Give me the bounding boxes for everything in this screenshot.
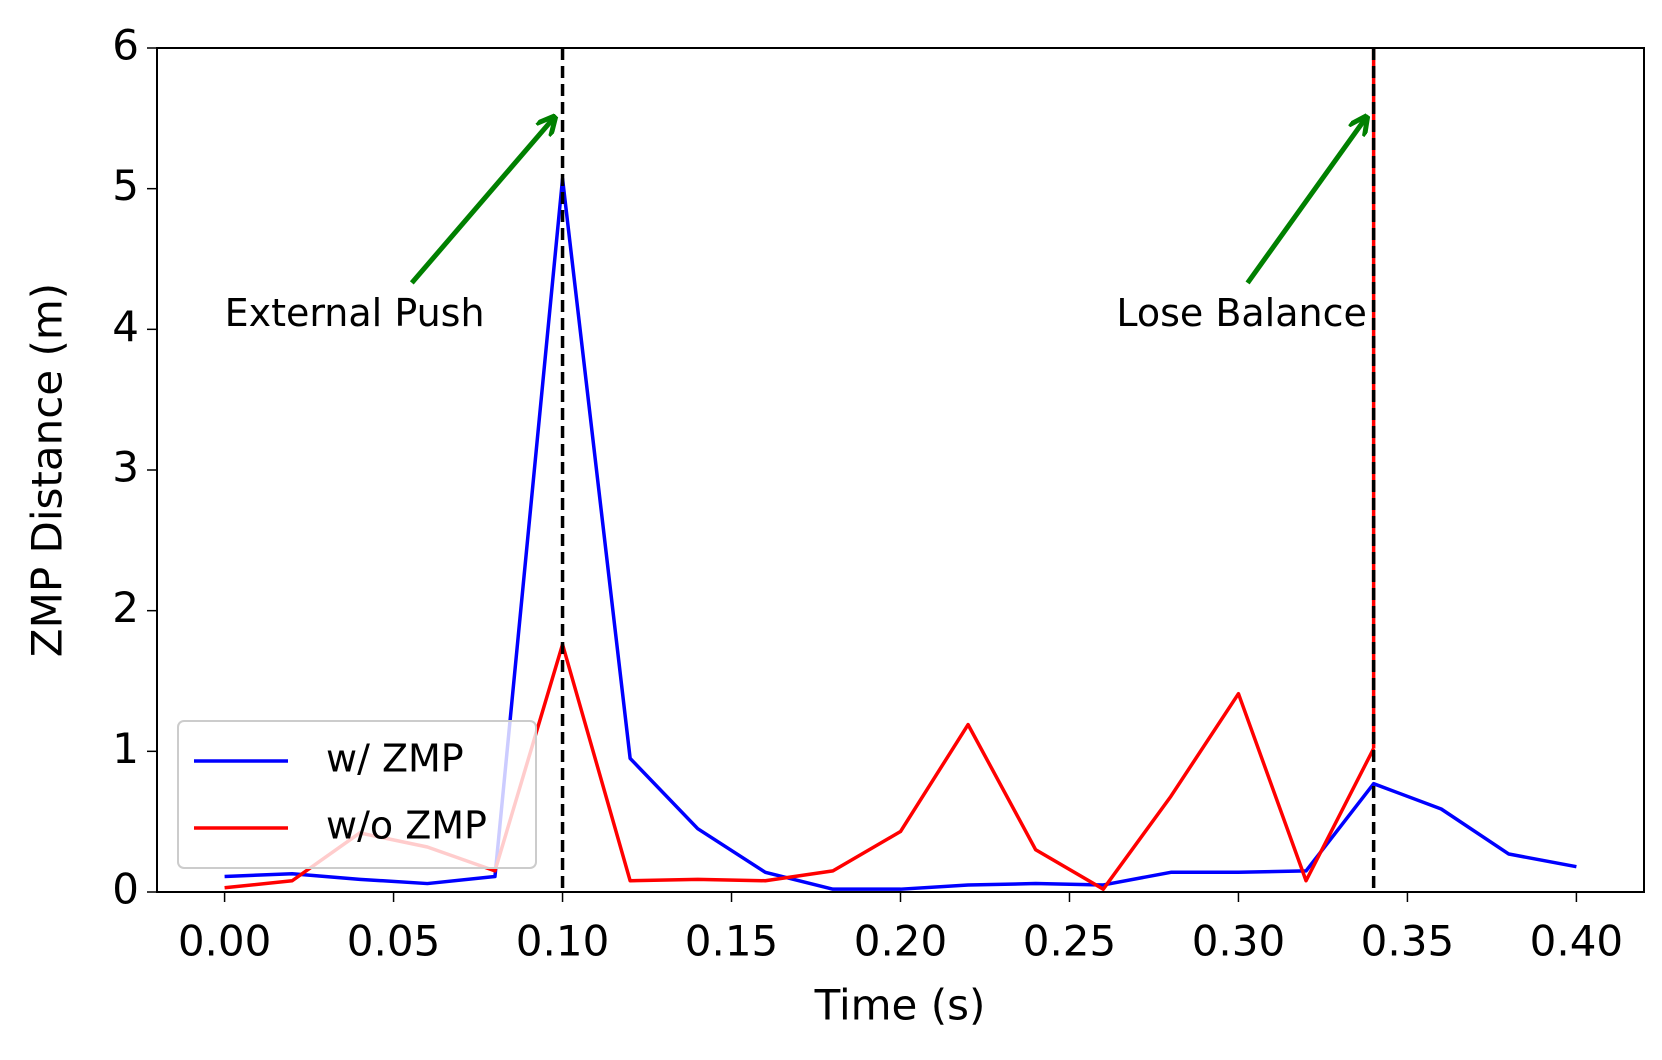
legend-label: w/ ZMP [326,737,464,781]
plot-frame [156,47,1645,893]
y-tick-label: 1 [112,724,139,773]
y-tick-label: 5 [112,161,139,210]
x-tick-label: 0.05 [347,917,441,966]
annotation-arrow [409,118,554,285]
line-series [224,177,1577,891]
x-tick-label: 0.35 [1361,917,1455,966]
x-tick-label: 0.15 [685,917,779,966]
x-tick-label: 0.00 [178,917,272,966]
y-tick-label: 3 [112,443,139,492]
y-tick-label: 0 [112,865,139,914]
annotation: External Push [225,291,485,335]
x-tick-label: 0.30 [1192,917,1286,966]
y-tick-label: 6 [112,21,139,70]
legend-label: w/o ZMP [326,804,487,848]
x-tick-label: 0.25 [1023,917,1117,966]
x-tick-label: 0.40 [1530,917,1624,966]
y-axis-label: ZMP Distance (m) [23,283,72,657]
x-tick-label: 0.20 [854,917,948,966]
x-axis-label: Time (s) [814,981,986,1030]
y-tick-label: 2 [112,583,139,632]
x-tick-label: 0.10 [516,917,610,966]
annotation: Lose Balance [1116,291,1367,335]
annotation-arrow [1245,118,1366,285]
y-tick-label: 4 [112,302,139,351]
legend-box [177,720,537,869]
